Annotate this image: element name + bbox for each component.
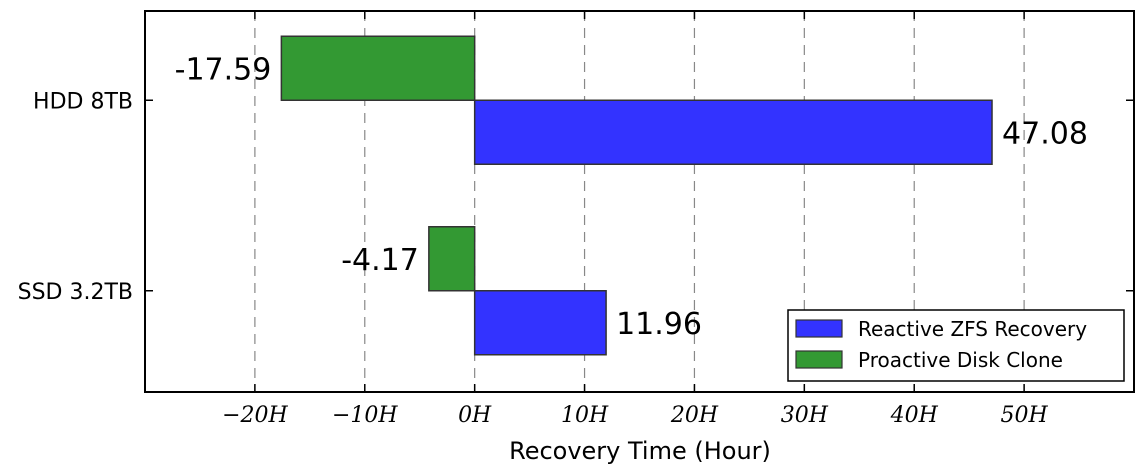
legend-label: Reactive ZFS Recovery [858, 317, 1087, 341]
legend-swatch [795, 350, 843, 369]
data-label: 47.08 [1002, 116, 1088, 151]
grid-lines [254, 11, 1025, 392]
data-label: 11.96 [616, 307, 702, 342]
x-tick-label: 40H [890, 403, 939, 428]
bar [428, 226, 476, 292]
x-tick-label: 20H [670, 403, 719, 428]
x-tick-label: −10H [332, 403, 398, 428]
bar [473, 99, 993, 165]
legend-label: Proactive Disk Clone [858, 348, 1063, 372]
legend: Reactive ZFS Recovery Proactive Disk Clon… [787, 309, 1125, 382]
x-tick-label: 50H [1001, 403, 1049, 428]
ticks: −20H −10H 0H 10H 20H 30H 40H 50H HDD 8TB SSD 3.2T… [18, 11, 1134, 428]
data-label: -4.17 [341, 243, 419, 278]
x-axis-label: Recovery Time (Hour) [509, 437, 771, 465]
y-tick-label: HDD 8TB [33, 89, 133, 114]
legend-box [787, 309, 1125, 382]
data-label: -17.59 [175, 52, 272, 87]
bars [280, 35, 993, 356]
x-tick-label: −20H [222, 403, 288, 428]
data-labels: 47.08 -17.59 11.96 -4.17 [175, 52, 1088, 342]
plot-frame [144, 10, 1135, 393]
bar [280, 35, 476, 101]
bar [473, 290, 607, 356]
x-tick-label: 10H [561, 403, 609, 428]
legend-swatch [795, 319, 843, 338]
y-tick-label: SSD 3.2TB [18, 280, 133, 305]
x-tick-label: 0H [458, 403, 492, 428]
x-tick-label: 30H [781, 403, 829, 428]
